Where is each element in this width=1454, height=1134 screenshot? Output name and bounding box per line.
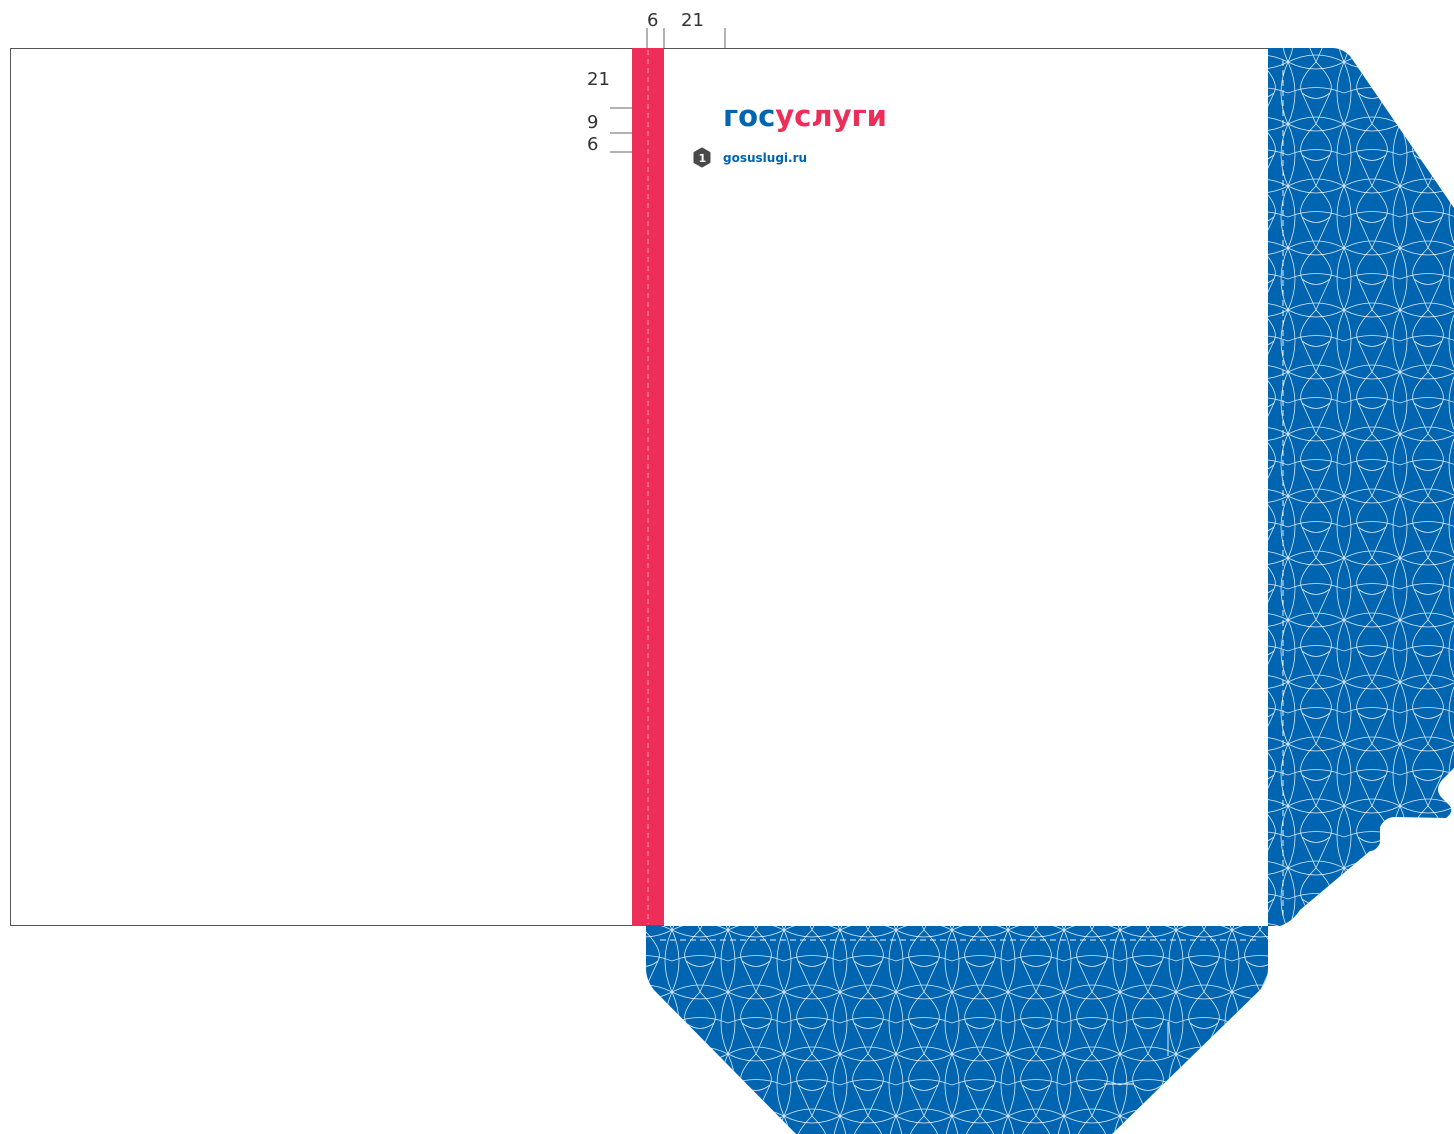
website-line: 1 gosuslugi.ru	[693, 147, 807, 168]
front-cover-panel	[664, 48, 1268, 926]
svg-text:госуслуги: госуслуги	[723, 99, 887, 133]
back-cover-panel	[10, 48, 633, 926]
side-flap	[1268, 48, 1454, 926]
dimension-marks	[610, 28, 726, 153]
dim-label-top-margin: 21	[681, 10, 704, 31]
dim-label-spine: 6	[647, 10, 658, 31]
number-badge-icon	[693, 147, 711, 168]
bottom-flap	[646, 926, 1268, 1134]
logo-part-gos: гос	[723, 99, 775, 133]
dim-label-gap-6: 6	[587, 134, 598, 155]
logo-part-uslugi: услуги	[775, 99, 887, 133]
badge-number: 1	[699, 152, 707, 165]
dim-label-left-margin: 21	[587, 69, 610, 90]
spine	[632, 48, 664, 926]
gosuslugi-logo: госуслуги	[723, 99, 887, 133]
website-url: gosuslugi.ru	[723, 151, 807, 165]
dim-label-gap-9: 9	[587, 112, 598, 133]
